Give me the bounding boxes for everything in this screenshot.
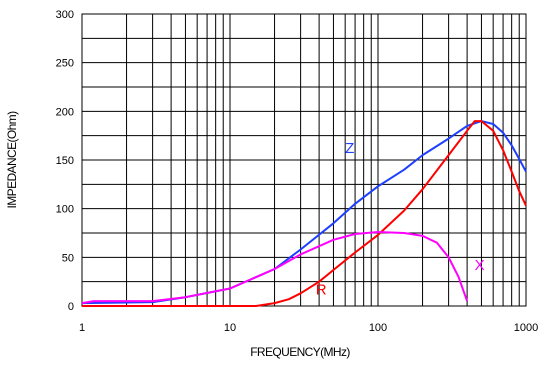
series-line-x — [81, 231, 469, 305]
series-label-r: R — [316, 281, 327, 298]
series-label-x: X — [475, 257, 485, 274]
x-tick-label: 1 — [79, 322, 85, 334]
series-label-z: Z — [345, 140, 354, 157]
y-tick-label: 50 — [62, 252, 74, 264]
y-tick-label: 100 — [56, 204, 74, 216]
series-line-r — [82, 120, 527, 307]
x-tick-label: 1000 — [514, 322, 538, 334]
x-axis-title: FREQUENCY(MHz) — [250, 345, 350, 359]
x-tick-label: 10 — [224, 322, 236, 334]
tick-labels: 0 50 100 150 200 250 300 1 10 100 1000 — [56, 9, 539, 334]
y-axis-title: IMPEDANCE(Ohm) — [5, 111, 19, 209]
y-tick-label: 0 — [68, 301, 74, 313]
grid-lines — [81, 13, 527, 307]
y-tick-label: 150 — [56, 155, 74, 167]
y-tick-label: 300 — [56, 9, 74, 21]
x-tick-label: 100 — [369, 322, 387, 334]
series-labels: Z R X — [316, 140, 485, 298]
y-tick-label: 200 — [56, 106, 74, 118]
series-line-z — [81, 120, 527, 305]
y-tick-label: 250 — [56, 58, 74, 70]
data-curves — [81, 120, 527, 307]
plot-frame — [81, 13, 527, 307]
